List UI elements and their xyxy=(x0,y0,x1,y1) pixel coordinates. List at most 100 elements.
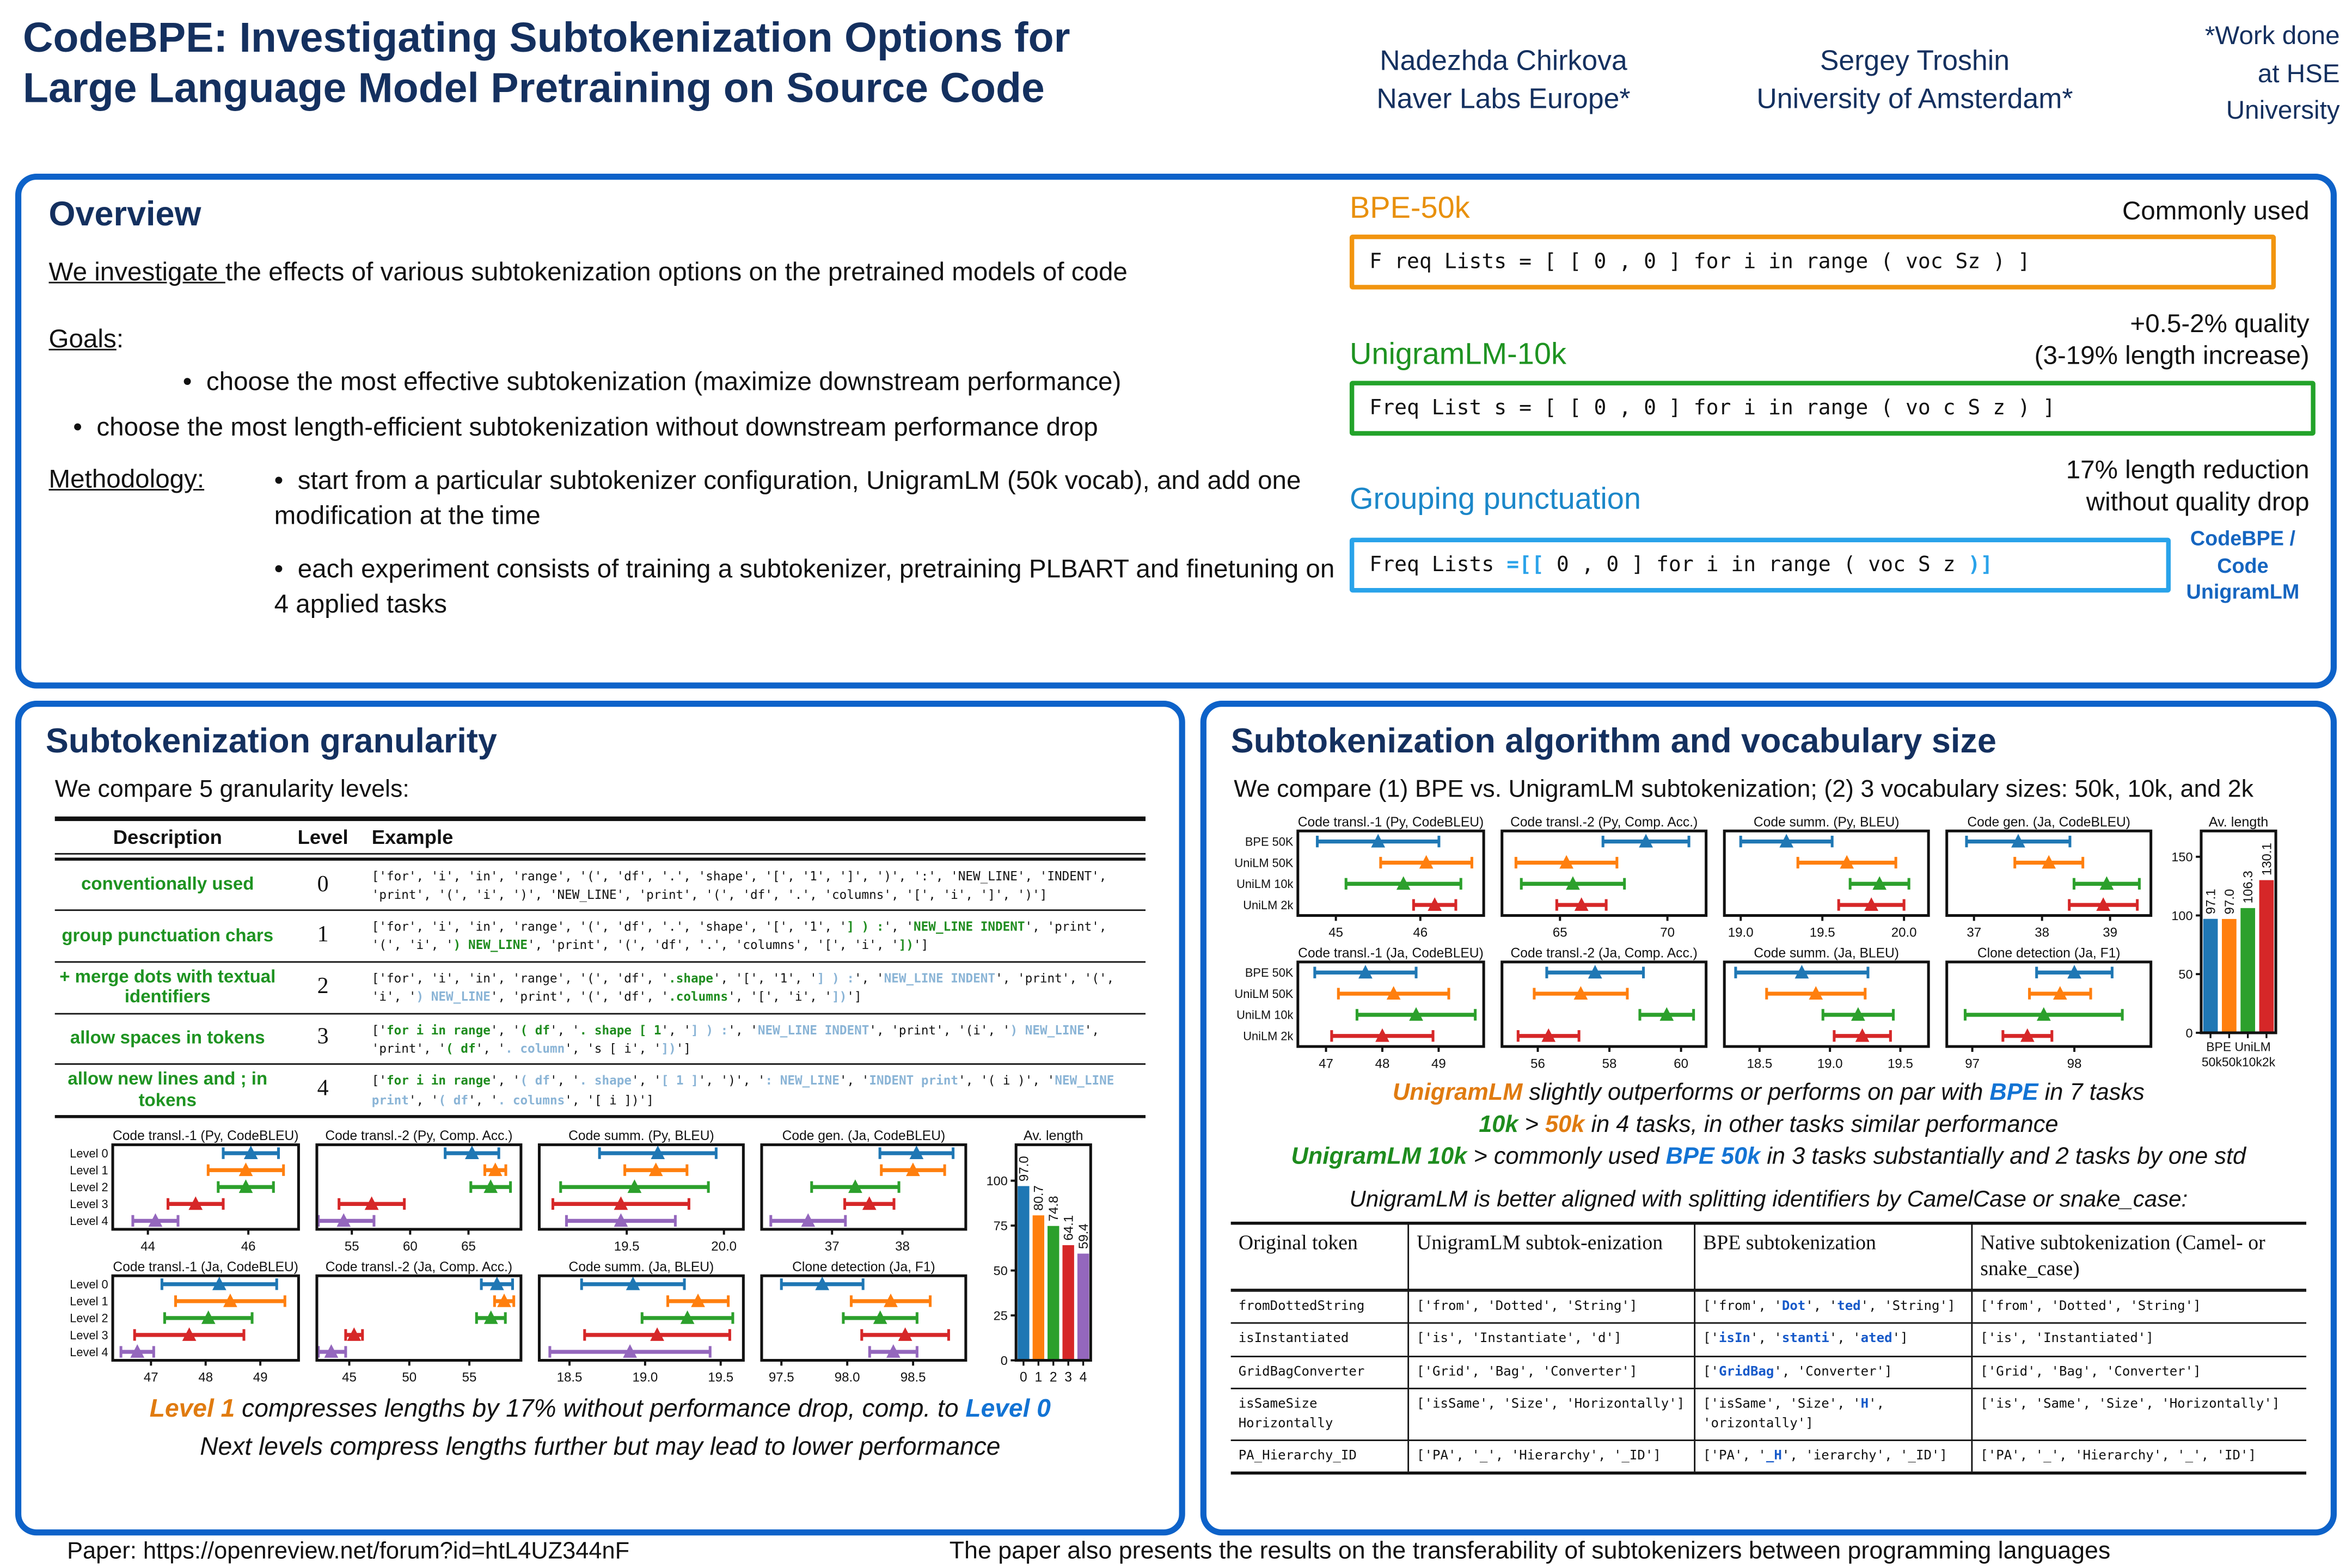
svg-text:20.0: 20.0 xyxy=(711,1239,737,1254)
svg-text:UniLM 2k: UniLM 2k xyxy=(1243,898,1293,912)
algorithm-caption-2: 10k > 50k in 4 tasks, in other tasks sim… xyxy=(1479,1112,2059,1138)
unigram-code-box: Freq List s = [ [ 0 , 0 ] for i in range… xyxy=(1349,380,2316,435)
svg-text:55: 55 xyxy=(345,1239,359,1254)
svg-text:Av. length: Av. length xyxy=(2209,814,2269,830)
grouping-code-box: Freq Lists =[[ 0 , 0 ] for i in range ( … xyxy=(1349,538,2171,593)
svg-text:0: 0 xyxy=(2185,1026,2192,1040)
svg-text:UniLM 2k: UniLM 2k xyxy=(1243,1030,1293,1043)
gran-chart-7: Clone detection (Ja, F1) 97.5 98.0 98.5 xyxy=(752,1258,975,1389)
svg-text:45: 45 xyxy=(1328,926,1343,940)
author-2-name: Sergey Troshin xyxy=(1820,44,2010,76)
svg-text:38: 38 xyxy=(2035,926,2049,940)
svg-text:Code transl.-1 (Py, CodeBLEU): Code transl.-1 (Py, CodeBLEU) xyxy=(1298,815,1484,830)
svg-text:98.0: 98.0 xyxy=(835,1370,860,1385)
svg-text:Code summ. (Py, BLEU): Code summ. (Py, BLEU) xyxy=(568,1129,714,1143)
svg-text:65: 65 xyxy=(461,1239,476,1254)
svg-text:Code transl.-2 (Ja, Comp. Acc.: Code transl.-2 (Ja, Comp. Acc.) xyxy=(326,1260,512,1275)
svg-text:130.1: 130.1 xyxy=(2259,843,2274,875)
svg-text:75: 75 xyxy=(994,1219,1008,1233)
author-2: Sergey Troshin University of Amsterdam* xyxy=(1694,42,2135,119)
svg-text:49: 49 xyxy=(253,1370,268,1385)
author-1-name: Nadezhda Chirkova xyxy=(1380,44,1627,76)
svg-text:98: 98 xyxy=(2067,1056,2082,1071)
svg-text:46: 46 xyxy=(1413,926,1428,940)
svg-text:97.0: 97.0 xyxy=(1016,1156,1031,1182)
svg-text:19.0: 19.0 xyxy=(1817,1056,1843,1071)
algorithm-intro: We compare (1) BPE vs. UnigramLM subtoke… xyxy=(1234,776,2254,803)
svg-text:60: 60 xyxy=(403,1239,418,1254)
algo-chart-3: Code gen. (Ja, CodeBLEU) 37 38 39 xyxy=(1938,813,2160,945)
algo-chart-5: Code transl.-2 (Ja, Comp. Acc.) 56 58 60 xyxy=(1493,945,1715,1076)
granularity-caption-2: Next levels compress lengths further but… xyxy=(200,1434,1001,1461)
svg-text:Code transl.-2 (Py, Comp. Acc.: Code transl.-2 (Py, Comp. Acc.) xyxy=(325,1129,512,1143)
svg-text:2: 2 xyxy=(1050,1370,1057,1385)
gran-chart-0: Code transl.-1 (Py, CodeBLEU) Level 0 Leve… xyxy=(46,1128,308,1259)
gran-chart-3: Code gen. (Ja, CodeBLEU) 37 38 xyxy=(752,1128,975,1259)
svg-text:UniLM 50K: UniLM 50K xyxy=(1235,987,1294,1001)
methodology-label: Methodology: xyxy=(48,464,205,494)
tokenizer-examples-column: BPE-50k Commonly used F req Lists = [ [ … xyxy=(1349,192,2316,606)
author-1-affiliation: Naver Labs Europe* xyxy=(1376,82,1631,114)
svg-text:55: 55 xyxy=(462,1370,477,1385)
algo-chart-0: Code transl.-1 (Py, CodeBLEU) BPE 50K UniL… xyxy=(1231,813,1493,945)
svg-text:150: 150 xyxy=(2171,850,2192,864)
svg-text:4: 4 xyxy=(1080,1370,1087,1385)
grouping-label: Grouping punctuation xyxy=(1349,482,1641,517)
svg-text:19.5: 19.5 xyxy=(1810,926,1835,940)
svg-text:44: 44 xyxy=(140,1239,155,1254)
grouping-note: 17% length reduction without quality drop xyxy=(2066,455,2310,516)
svg-text:Code transl.-2 (Py, Comp. Acc.: Code transl.-2 (Py, Comp. Acc.) xyxy=(1510,815,1698,830)
methodology: Methodology: • start from a particular s… xyxy=(49,464,1338,641)
svg-text:97: 97 xyxy=(1965,1056,1980,1071)
gran-chart-5: Code transl.-2 (Ja, Comp. Acc.) 45 50 55 xyxy=(308,1258,530,1389)
paper-link[interactable]: Paper: https://openreview.net/forum?id=h… xyxy=(67,1538,630,1565)
poster-title: CodeBPE: Investigating Subtokenization O… xyxy=(23,12,1070,113)
algorithm-panel: Subtokenization algorithm and vocabulary… xyxy=(1200,701,2337,1536)
svg-text:Code transl.-1 (Py, CodeBLEU): Code transl.-1 (Py, CodeBLEU) xyxy=(113,1129,298,1143)
svg-text:50: 50 xyxy=(402,1370,416,1385)
svg-text:39: 39 xyxy=(2103,926,2117,940)
svg-text:Level 4: Level 4 xyxy=(70,1345,108,1359)
overview-heading: Overview xyxy=(48,195,201,234)
work-note: *Work done at HSE University xyxy=(2204,21,2340,126)
svg-text:97.1: 97.1 xyxy=(2203,889,2218,914)
svg-text:100: 100 xyxy=(2171,909,2192,923)
overview-column: Overview We investigate the effects of v… xyxy=(49,195,1338,641)
method-bullet-1: • start from a particular subtokenizer c… xyxy=(274,465,1301,530)
algorithm-chart-grid: Code transl.-1 (Py, CodeBLEU) BPE 50K UniL… xyxy=(1231,813,2160,1075)
header: CodeBPE: Investigating Subtokenization O… xyxy=(0,0,2352,170)
svg-text:50k50k10k2k: 50k50k10k2k xyxy=(2202,1055,2276,1069)
svg-text:Level 4: Level 4 xyxy=(70,1214,108,1228)
svg-text:59.4: 59.4 xyxy=(1076,1224,1091,1250)
algorithm-caption-3: UnigramLM 10k > commonly used BPE 50k in… xyxy=(1291,1144,2246,1170)
algo-chart-1: Code transl.-2 (Py, Comp. Acc.) 65 70 xyxy=(1493,813,1715,945)
svg-text:3: 3 xyxy=(1064,1370,1072,1385)
svg-text:UniLM 10k: UniLM 10k xyxy=(1236,877,1293,891)
token-table: Original token UnigramLM subtok-enization… xyxy=(1230,1221,2307,1475)
svg-text:50: 50 xyxy=(994,1264,1008,1278)
svg-text:Level 0: Level 0 xyxy=(70,1147,108,1160)
svg-text:98.5: 98.5 xyxy=(901,1370,926,1385)
bpe-label: BPE-50k xyxy=(1349,192,1470,226)
svg-text:64.1: 64.1 xyxy=(1062,1215,1076,1241)
svg-text:19.0: 19.0 xyxy=(632,1370,658,1385)
svg-text:56: 56 xyxy=(1530,1056,1545,1071)
svg-text:Level 3: Level 3 xyxy=(70,1197,108,1211)
method-bullet-2: • each experiment consists of training a… xyxy=(274,554,1335,618)
svg-text:Level 3: Level 3 xyxy=(70,1328,108,1342)
granularity-caption-1: Level 1 compresses lengths by 17% withou… xyxy=(149,1395,1051,1423)
unigram-label: UnigramLM-10k xyxy=(1349,337,1566,371)
methodology-bullets: • start from a particular subtokenizer c… xyxy=(274,464,1338,641)
svg-text:47: 47 xyxy=(144,1370,158,1385)
granularity-panel: Subtokenization granularity We compare 5… xyxy=(15,701,1185,1536)
svg-text:97.0: 97.0 xyxy=(2222,889,2237,915)
footer-note: The paper also presents the results on t… xyxy=(949,1538,2111,1565)
svg-text:BPE 50K: BPE 50K xyxy=(1245,966,1294,979)
bpe-note: Commonly used xyxy=(2122,196,2310,225)
svg-text:48: 48 xyxy=(198,1370,213,1385)
gran-chart-1: Code transl.-2 (Py, Comp. Acc.) 55 60 65 xyxy=(308,1128,530,1259)
svg-text:58: 58 xyxy=(1602,1056,1617,1071)
algorithm-charts: Code transl.-1 (Py, CodeBLEU) BPE 50K UniL… xyxy=(1231,813,2306,1075)
svg-text:50: 50 xyxy=(2178,967,2192,982)
svg-text:19.5: 19.5 xyxy=(1888,1056,1913,1071)
